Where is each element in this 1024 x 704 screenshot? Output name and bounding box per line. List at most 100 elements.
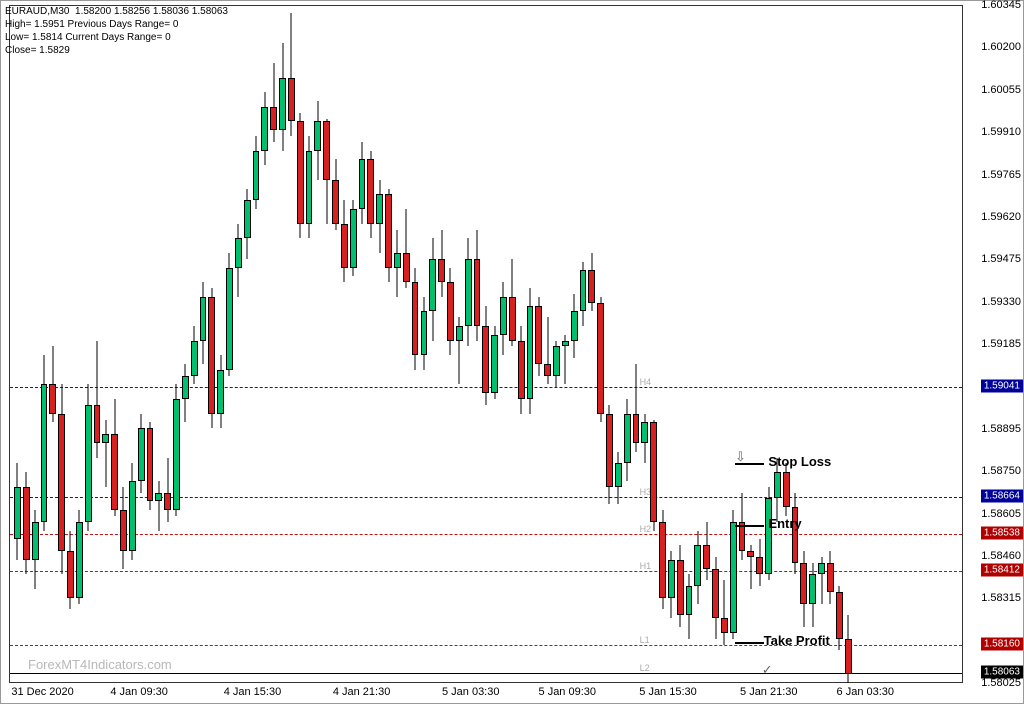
x-tick-label: 5 Jan 09:30 — [539, 686, 597, 698]
candle — [244, 189, 251, 259]
x-tick-label: 4 Jan 15:30 — [224, 686, 282, 698]
candle — [438, 230, 445, 297]
candle — [571, 294, 578, 358]
candle — [376, 180, 383, 253]
y-tick-label: 1.60055 — [981, 84, 1021, 96]
y-tick-label: 1.58605 — [981, 508, 1021, 520]
y-tick-label: 1.59330 — [981, 296, 1021, 308]
candle — [756, 539, 763, 586]
x-tick-label: 4 Jan 21:30 — [333, 686, 391, 698]
candle — [76, 510, 83, 604]
y-tick-label: 1.58315 — [981, 592, 1021, 604]
candle — [553, 341, 560, 388]
x-tick-label: 5 Jan 15:30 — [639, 686, 697, 698]
candle — [41, 355, 48, 530]
candle — [845, 615, 852, 682]
candle — [624, 399, 631, 481]
chart-header-info: EURAUD,M30 1.58200 1.58256 1.58036 1.580… — [5, 5, 228, 57]
candle — [694, 531, 701, 604]
annotation-tick — [735, 525, 764, 527]
candle — [279, 43, 286, 151]
candle — [500, 282, 507, 355]
candle — [809, 563, 816, 627]
entry-label: Entry — [768, 516, 801, 531]
plot-area[interactable]: H4H3H2H1L1L2⇩Stop LossEntryTake Profit✓F… — [9, 5, 963, 683]
candle — [67, 531, 74, 610]
x-tick-label: 31 Dec 2020 — [11, 686, 73, 698]
candle — [58, 384, 65, 574]
x-tick-label: 6 Jan 03:30 — [837, 686, 895, 698]
price-box: 1.59041 — [981, 380, 1023, 393]
watermark: ForexMT4Indicators.com — [28, 657, 172, 672]
candle — [429, 238, 436, 340]
candle — [597, 297, 604, 423]
candle — [94, 341, 101, 458]
candle — [677, 545, 684, 627]
candle — [659, 510, 666, 609]
candle — [367, 151, 374, 239]
candle — [606, 405, 613, 504]
candle — [394, 230, 401, 297]
candle — [491, 326, 498, 399]
price-level-line — [10, 534, 962, 535]
candle — [580, 262, 587, 326]
candle — [85, 384, 92, 530]
candle — [359, 142, 366, 224]
candle — [686, 574, 693, 638]
candle — [306, 136, 313, 238]
y-tick-label: 1.59765 — [981, 169, 1021, 181]
symbol-label: EURAUD,M30 — [5, 6, 69, 17]
info-line-3: Close= 1.5829 — [5, 44, 228, 57]
candle — [49, 346, 56, 422]
candle — [765, 487, 772, 581]
x-tick-label: 5 Jan 03:30 — [442, 686, 500, 698]
candle — [827, 551, 834, 604]
y-tick-label: 1.60345 — [981, 0, 1021, 11]
price-box: 1.58664 — [981, 490, 1023, 503]
candle — [509, 259, 516, 347]
price-box: 1.58160 — [981, 637, 1023, 650]
candle — [588, 253, 595, 311]
candle — [129, 463, 136, 559]
price-level-label: H1 — [640, 561, 652, 571]
candle — [173, 384, 180, 516]
candle — [836, 586, 843, 650]
ohlc-label: 1.58200 1.58256 1.58036 1.58063 — [75, 6, 228, 17]
candle — [668, 551, 675, 618]
candle — [641, 414, 648, 464]
candle — [23, 472, 30, 574]
candle — [147, 422, 154, 510]
y-tick-label: 1.59910 — [981, 126, 1021, 138]
candle — [650, 420, 657, 531]
price-box: 1.58538 — [981, 527, 1023, 540]
candle — [800, 551, 807, 627]
y-tick-label: 1.59475 — [981, 253, 1021, 265]
candle — [527, 288, 534, 414]
candle — [155, 481, 162, 531]
candle — [32, 510, 39, 589]
price-level-line — [10, 673, 962, 674]
candle — [111, 399, 118, 516]
price-level-label: H4 — [640, 377, 652, 387]
candle — [403, 209, 410, 288]
info-line-2: Low= 1.5814 Current Days Range= 0 — [5, 31, 228, 44]
annotation-tick — [735, 463, 764, 465]
price-box: 1.58063 — [981, 665, 1023, 678]
candle — [253, 136, 260, 209]
candle — [297, 113, 304, 239]
candle — [226, 253, 233, 376]
y-tick-label: 1.58025 — [981, 677, 1021, 689]
price-level-label: L1 — [640, 635, 650, 645]
candle — [182, 364, 189, 422]
candle — [332, 159, 339, 229]
candle — [712, 557, 719, 639]
candle — [261, 92, 268, 165]
x-tick-label: 5 Jan 21:30 — [740, 686, 798, 698]
candle — [721, 580, 728, 644]
candle — [535, 297, 542, 376]
y-axis: 1.603451.602001.600551.599101.597651.596… — [965, 5, 1023, 683]
candle — [792, 493, 799, 575]
candle — [341, 200, 348, 282]
candle — [818, 557, 825, 604]
candle — [14, 463, 21, 559]
